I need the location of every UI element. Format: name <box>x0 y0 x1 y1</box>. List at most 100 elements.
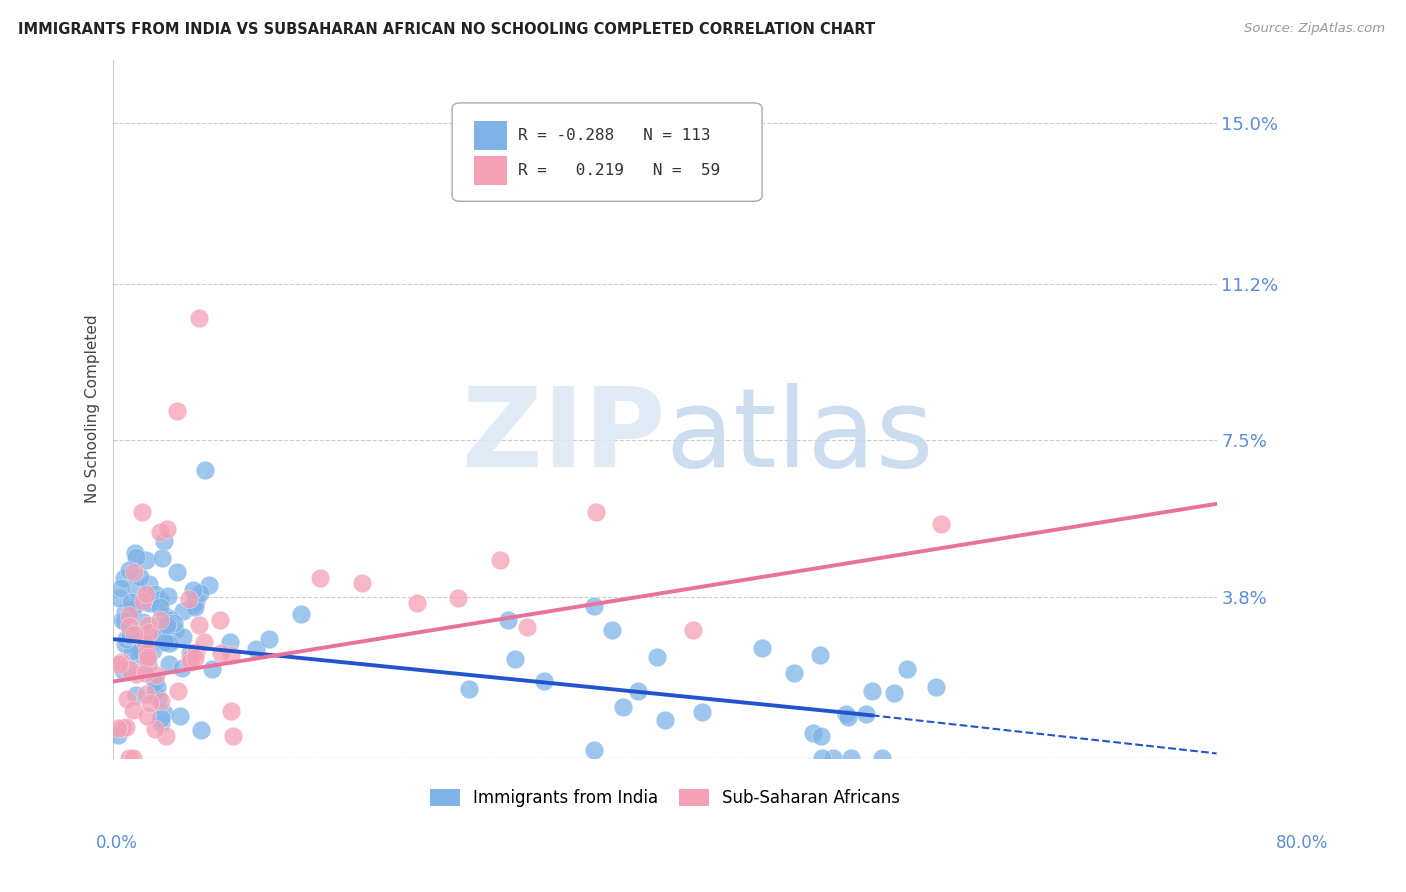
Point <box>201 662 224 676</box>
Point <box>135 652 157 666</box>
FancyBboxPatch shape <box>453 103 762 202</box>
Point <box>112 663 135 677</box>
Point <box>156 636 179 650</box>
Point <box>138 596 160 610</box>
Point <box>108 657 131 671</box>
Point <box>122 702 145 716</box>
Point <box>155 522 177 536</box>
Point <box>122 600 145 615</box>
Point <box>166 566 188 580</box>
Text: R =   0.219   N =  59: R = 0.219 N = 59 <box>519 163 720 178</box>
Point <box>135 657 157 672</box>
Point <box>143 723 166 737</box>
Point <box>184 594 207 608</box>
Point <box>138 625 160 640</box>
Point <box>132 646 155 660</box>
Point <box>149 600 172 615</box>
Point <box>145 668 167 682</box>
Point <box>583 599 606 613</box>
Point <box>157 657 180 672</box>
Point <box>122 750 145 764</box>
Point <box>122 626 145 640</box>
Point <box>458 682 481 697</box>
Point <box>135 650 157 665</box>
Point <box>488 552 510 566</box>
Point <box>143 686 166 700</box>
Point <box>124 546 146 560</box>
Point <box>135 553 157 567</box>
Point <box>179 651 201 665</box>
Point <box>153 609 176 624</box>
Point <box>149 613 172 627</box>
Point <box>163 623 186 637</box>
Bar <box>474 121 508 151</box>
Point <box>115 632 138 646</box>
Point <box>132 615 155 629</box>
Point <box>350 575 373 590</box>
Point <box>208 613 231 627</box>
Point <box>159 635 181 649</box>
Point <box>810 729 832 743</box>
Point <box>120 628 142 642</box>
Point <box>128 640 150 654</box>
Point <box>122 565 145 579</box>
Point <box>188 586 211 600</box>
Point <box>139 696 162 710</box>
Point <box>114 720 136 734</box>
Point <box>112 614 135 628</box>
Point <box>290 607 312 621</box>
Point <box>627 683 650 698</box>
Point <box>112 571 135 585</box>
Point <box>146 680 169 694</box>
Point <box>835 707 858 722</box>
Point <box>245 642 267 657</box>
Point <box>128 647 150 661</box>
Point <box>929 517 952 532</box>
Point <box>118 619 141 633</box>
Text: atlas: atlas <box>665 383 934 490</box>
Point <box>115 692 138 706</box>
Point <box>135 595 157 609</box>
Legend: Immigrants from India, Sub-Saharan Africans: Immigrants from India, Sub-Saharan Afric… <box>422 780 908 815</box>
Point <box>124 688 146 702</box>
Point <box>157 590 180 604</box>
Point <box>121 602 143 616</box>
Point <box>862 683 884 698</box>
Point <box>118 662 141 676</box>
Point <box>108 591 131 606</box>
Point <box>129 569 152 583</box>
Point <box>612 700 634 714</box>
Point <box>146 632 169 646</box>
Point <box>821 750 844 764</box>
Point <box>120 662 142 676</box>
Point <box>110 655 132 669</box>
Point <box>107 728 129 742</box>
Point <box>136 709 159 723</box>
Point <box>690 705 713 719</box>
Point <box>120 594 142 608</box>
Point <box>810 648 832 663</box>
Point <box>259 632 281 646</box>
Point <box>143 587 166 601</box>
Point <box>107 721 129 735</box>
Point <box>149 711 172 725</box>
Point <box>837 710 859 724</box>
Point <box>134 666 156 681</box>
Point <box>143 675 166 690</box>
Point <box>134 635 156 649</box>
Point <box>136 645 159 659</box>
Point <box>149 715 172 730</box>
Point <box>177 591 200 606</box>
Point <box>516 620 538 634</box>
Point <box>153 533 176 548</box>
Point <box>159 611 181 625</box>
Point <box>148 690 170 705</box>
Point <box>125 667 148 681</box>
Point <box>110 613 132 627</box>
Point <box>157 616 180 631</box>
Point <box>136 657 159 671</box>
Point <box>172 604 194 618</box>
Point <box>149 592 172 607</box>
Text: IMMIGRANTS FROM INDIA VS SUBSAHARAN AFRICAN NO SCHOOLING COMPLETED CORRELATION C: IMMIGRANTS FROM INDIA VS SUBSAHARAN AFRI… <box>18 22 876 37</box>
Point <box>179 646 201 660</box>
